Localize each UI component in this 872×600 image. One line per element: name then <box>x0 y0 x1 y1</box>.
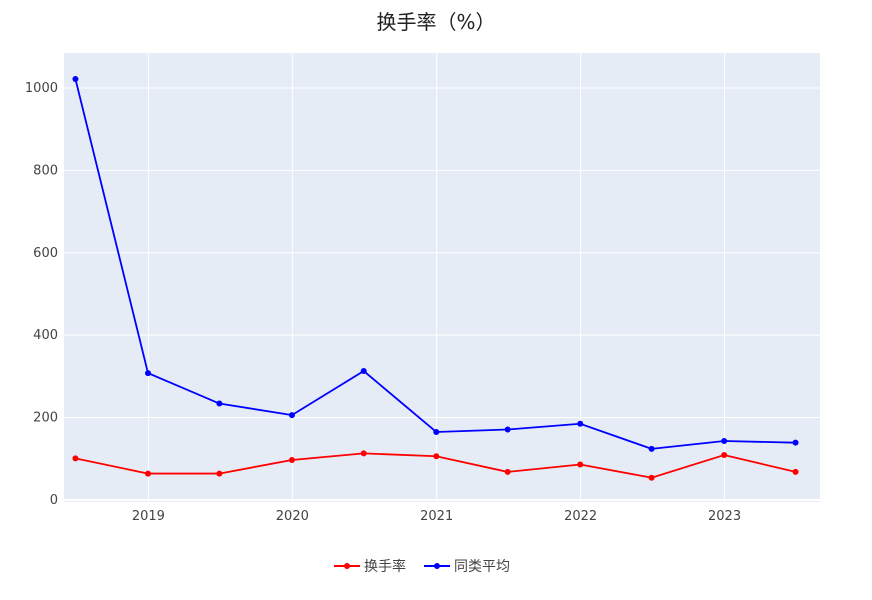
y-tick-label: 600 <box>33 246 58 261</box>
data-point <box>72 455 79 462</box>
legend-swatch-marker <box>344 563 350 569</box>
x-axis: 2019 2020 2021 2022 2023 <box>132 509 741 524</box>
y-axis: 0 200 400 600 800 1000 <box>25 81 58 508</box>
data-point <box>360 368 367 375</box>
series-group <box>72 75 799 481</box>
data-point <box>504 426 511 433</box>
legend-label: 同类平均 <box>454 559 510 575</box>
data-point <box>648 474 655 481</box>
data-point <box>577 461 584 468</box>
data-point <box>216 400 223 407</box>
y-tick-label: 800 <box>33 163 58 178</box>
data-point <box>145 470 151 477</box>
data-point <box>288 412 295 419</box>
data-point <box>433 453 440 460</box>
data-point <box>504 468 511 475</box>
legend-item-1[interactable]: 同类平均 <box>424 559 510 575</box>
y-tick-label: 0 <box>50 493 58 508</box>
x-tick-label: 2021 <box>420 509 453 524</box>
x-tick-label: 2020 <box>276 509 309 524</box>
legend-item-0[interactable]: 换手率 <box>334 558 406 575</box>
legend-swatch-marker <box>434 563 440 569</box>
data-point <box>72 75 79 82</box>
data-point <box>288 456 295 463</box>
y-tick-label: 400 <box>33 328 58 343</box>
data-point <box>433 428 440 435</box>
x-tick-label: 2019 <box>132 509 165 524</box>
grid <box>64 53 820 502</box>
data-point <box>216 470 223 477</box>
data-point <box>792 468 799 475</box>
x-tick-label: 2022 <box>564 509 597 524</box>
data-point <box>577 420 584 427</box>
chart-title: 换手率（%） <box>376 10 495 34</box>
data-point <box>360 450 367 457</box>
y-tick-label: 1000 <box>25 81 58 96</box>
data-point <box>721 452 728 459</box>
data-point <box>648 445 655 452</box>
legend[interactable]: 换手率 同类平均 <box>334 558 510 575</box>
data-point <box>145 370 151 377</box>
data-point <box>721 438 728 445</box>
data-point <box>792 439 799 446</box>
legend-label: 换手率 <box>364 558 406 575</box>
plot-background <box>64 53 820 502</box>
x-tick-label: 2023 <box>708 509 741 524</box>
y-tick-label: 200 <box>33 411 58 426</box>
